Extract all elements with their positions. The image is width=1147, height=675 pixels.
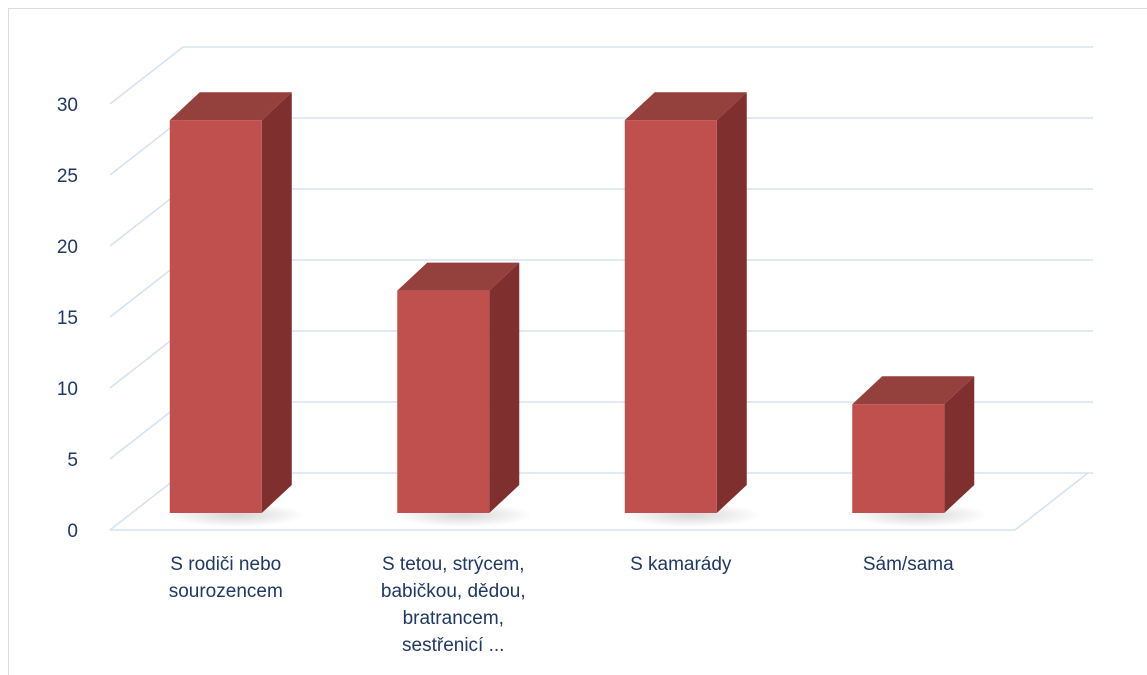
bar-top	[169, 92, 292, 121]
y-axis-ticks: 0 5 10 15 20 25 30	[57, 95, 78, 542]
x-axis-labels: S rodiči nebo sourozencem S tetou, strýcem…	[169, 554, 954, 656]
bar	[849, 376, 988, 527]
bar-side	[261, 92, 292, 513]
bar-side	[944, 376, 975, 513]
x-category-label: S tetou, strýcem, babičkou, dědou, bratran…	[381, 554, 526, 656]
bars	[166, 92, 988, 527]
floor-edge-side	[1014, 472, 1089, 531]
y-tick-label: 20	[57, 237, 78, 258]
y-tick-label: 15	[57, 308, 78, 329]
bar	[394, 262, 533, 527]
bar	[166, 92, 305, 527]
x-category-label: Sám/sama	[863, 554, 954, 575]
bar-top	[624, 92, 747, 121]
x-category-label: S kamarády	[630, 554, 732, 575]
x-category-label: S rodiči nebo sourozencem	[169, 554, 283, 602]
y-tick-label: 0	[67, 521, 78, 542]
bar-side	[716, 92, 747, 513]
gridline	[109, 46, 1093, 105]
bar-front	[624, 120, 717, 513]
bar-front	[169, 120, 262, 513]
bar	[621, 92, 760, 527]
bar-front	[852, 404, 945, 513]
chart-frame	[8, 8, 1147, 675]
y-tick-label: 25	[57, 166, 78, 187]
bar-side	[489, 262, 520, 513]
y-tick-label: 10	[57, 379, 78, 400]
bar-front	[397, 290, 490, 513]
y-tick-label: 30	[57, 95, 78, 116]
bar-top	[852, 376, 975, 405]
bar-top	[397, 262, 520, 291]
y-tick-label: 5	[67, 450, 78, 471]
